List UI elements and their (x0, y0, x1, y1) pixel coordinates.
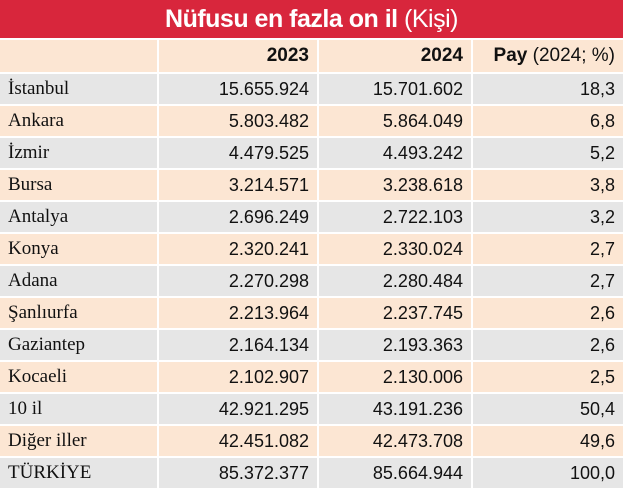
table-row: Şanlıurfa 2.213.964 2.237.745 2,6 (0, 296, 623, 329)
header-share-note: (2024; %) (532, 45, 615, 66)
value-cell: 2,6 (471, 328, 623, 361)
title: Nüfusu en fazla on il (165, 5, 398, 33)
value-cell: 2.237.745 (317, 296, 472, 329)
header-share: Pay (493, 45, 528, 66)
value-cell: 2.722.103 (317, 200, 472, 233)
title-unit: (Kişi) (404, 5, 458, 33)
table-row: Adana 2.270.298 2.280.484 2,7 (0, 264, 623, 297)
province-cell: Konya (0, 232, 158, 265)
value-cell: 2.130.006 (317, 360, 472, 393)
header-row: 2023 2024 Pay (2024; %) (0, 40, 623, 73)
province-cell: Gaziantep (0, 328, 158, 361)
province-cell: İzmir (0, 136, 158, 169)
value-cell: 85.664.944 (317, 456, 472, 488)
table-row: Diğer iller 42.451.082 42.473.708 49,6 (0, 424, 623, 457)
table-row: Ankara 5.803.482 5.864.049 6,8 (0, 104, 623, 137)
table-row: Antalya 2.696.249 2.722.103 3,2 (0, 200, 623, 233)
value-cell: 6,8 (471, 104, 623, 137)
table-row: Kocaeli 2.102.907 2.130.006 2,5 (0, 360, 623, 393)
value-cell: 2,7 (471, 232, 623, 265)
value-cell: 2.164.134 (157, 328, 318, 361)
value-cell: 43.191.236 (317, 392, 472, 425)
value-cell: 15.701.602 (317, 72, 472, 105)
value-cell: 4.479.525 (157, 136, 318, 169)
value-cell: 49,6 (471, 424, 623, 457)
header-cell: Pay (2024; %) (471, 40, 623, 73)
header-cell: 2023 (157, 40, 318, 73)
title-bar: Nüfusu en fazla on il (Kişi) (0, 0, 623, 38)
header-cell: 2024 (317, 40, 472, 73)
header-cell (0, 40, 158, 73)
table-row: Gaziantep 2.164.134 2.193.363 2,6 (0, 328, 623, 361)
value-cell: 2,5 (471, 360, 623, 393)
province-cell: Kocaeli (0, 360, 158, 393)
value-cell: 4.493.242 (317, 136, 472, 169)
value-cell: 3,2 (471, 200, 623, 233)
value-cell: 5,2 (471, 136, 623, 169)
table-row: İstanbul 15.655.924 15.701.602 18,3 (0, 72, 623, 105)
value-cell: 2.270.298 (157, 264, 318, 297)
table-row: Bursa 3.214.571 3.238.618 3,8 (0, 168, 623, 201)
value-cell: 85.372.377 (157, 456, 318, 488)
value-cell: 3.238.618 (317, 168, 472, 201)
value-cell: 3,8 (471, 168, 623, 201)
value-cell: 2.320.241 (157, 232, 318, 265)
value-cell: 15.655.924 (157, 72, 318, 105)
province-cell: Adana (0, 264, 158, 297)
table-header: 2023 2024 Pay (2024; %) (0, 40, 623, 73)
value-cell: 5.864.049 (317, 104, 472, 137)
value-cell: 42.921.295 (157, 392, 318, 425)
population-table: 2023 2024 Pay (2024; %) İstanbul 15.655.9… (0, 40, 623, 488)
value-cell: 100,0 (471, 456, 623, 488)
value-cell: 2.696.249 (157, 200, 318, 233)
value-cell: 42.473.708 (317, 424, 472, 457)
value-cell: 2.330.024 (317, 232, 472, 265)
province-cell: İstanbul (0, 72, 158, 105)
table-row: 10 il 42.921.295 43.191.236 50,4 (0, 392, 623, 425)
table-row: TÜRKİYE 85.372.377 85.664.944 100,0 (0, 456, 623, 488)
table-row: İzmir 4.479.525 4.493.242 5,2 (0, 136, 623, 169)
table-row: Konya 2.320.241 2.330.024 2,7 (0, 232, 623, 265)
value-cell: 2.193.363 (317, 328, 472, 361)
province-cell: Bursa (0, 168, 158, 201)
value-cell: 50,4 (471, 392, 623, 425)
province-cell: Ankara (0, 104, 158, 137)
value-cell: 2.102.907 (157, 360, 318, 393)
value-cell: 42.451.082 (157, 424, 318, 457)
province-cell: Şanlıurfa (0, 296, 158, 329)
value-cell: 2,6 (471, 296, 623, 329)
value-cell: 5.803.482 (157, 104, 318, 137)
table-body: İstanbul 15.655.924 15.701.602 18,3 Ankara 5.… (0, 72, 623, 488)
province-cell: Antalya (0, 200, 158, 233)
province-cell: Diğer iller (0, 424, 158, 457)
value-cell: 2.280.484 (317, 264, 472, 297)
value-cell: 2.213.964 (157, 296, 318, 329)
value-cell: 18,3 (471, 72, 623, 105)
value-cell: 3.214.571 (157, 168, 318, 201)
value-cell: 2,7 (471, 264, 623, 297)
province-cell: TÜRKİYE (0, 456, 158, 488)
province-cell: 10 il (0, 392, 158, 425)
